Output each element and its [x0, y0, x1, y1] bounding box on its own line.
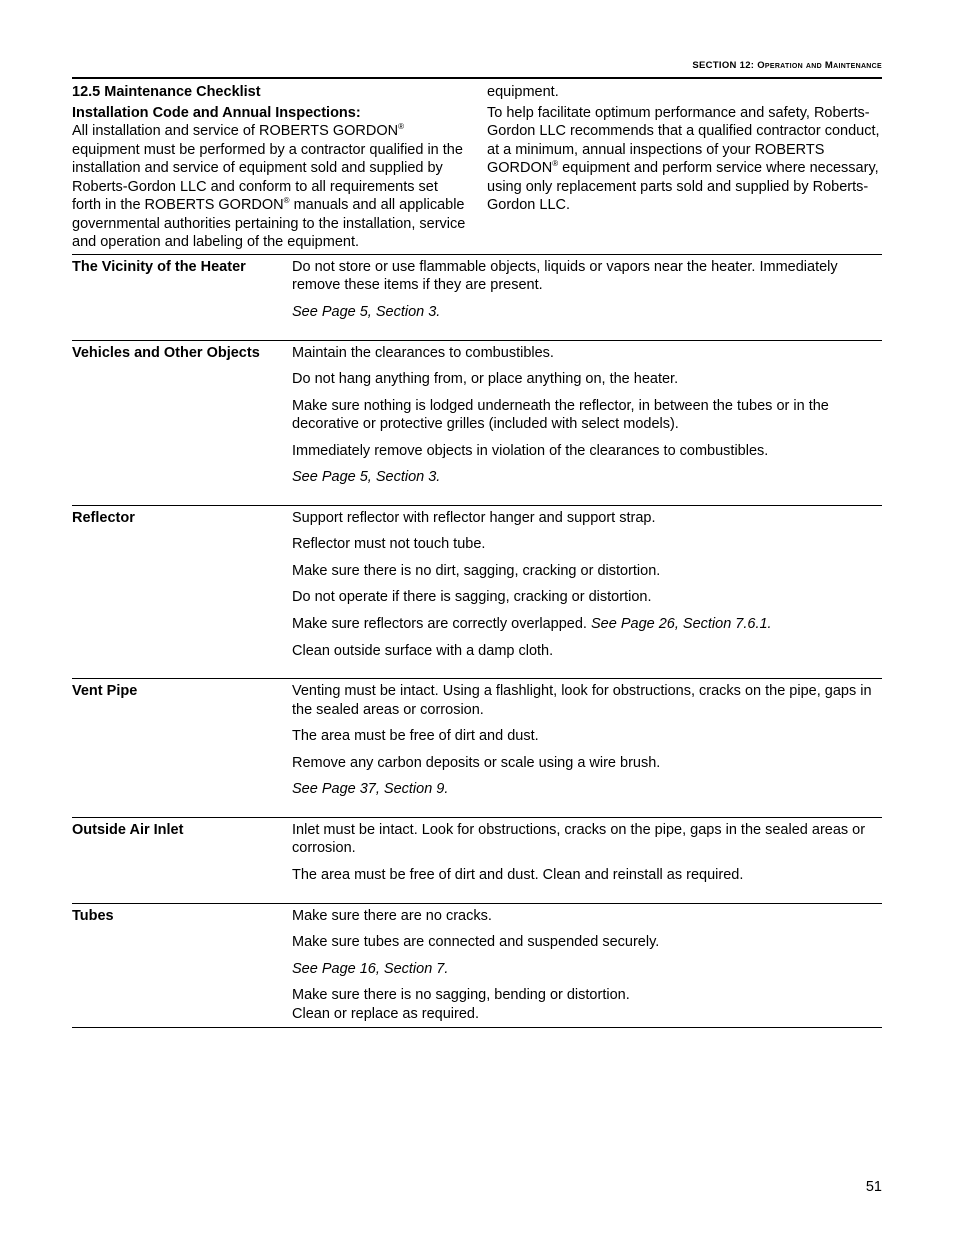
- table-row: The Vicinity of the HeaterDo not store o…: [72, 254, 882, 303]
- checklist-text: Reflector must not touch tube.: [292, 535, 882, 562]
- checklist-label: [72, 986, 292, 1028]
- checklist-label: [72, 754, 292, 781]
- intro-left-column: 12.5 Maintenance Checklist Installation …: [72, 83, 467, 252]
- checklist-label: The Vicinity of the Heater: [72, 254, 292, 303]
- maintenance-checklist-table: The Vicinity of the HeaterDo not store o…: [72, 254, 882, 1028]
- table-row: Remove any carbon deposits or scale usin…: [72, 754, 882, 781]
- checklist-label: [72, 780, 292, 817]
- checklist-body: The Vicinity of the HeaterDo not store o…: [72, 254, 882, 1027]
- checklist-text: See Page 16, Section 7.: [292, 960, 882, 987]
- section-title: 12.5 Maintenance Checklist: [72, 83, 467, 102]
- intro-left-body-1: All installation and service of ROBERTS …: [72, 123, 398, 139]
- registered-mark: ®: [398, 122, 404, 131]
- page-number: 51: [866, 1179, 882, 1195]
- checklist-label: [72, 588, 292, 615]
- checklist-text: The area must be free of dirt and dust.: [292, 727, 882, 754]
- checklist-text: Support reflector with reflector hanger …: [292, 505, 882, 535]
- checklist-label: [72, 535, 292, 562]
- checklist-text: Make sure nothing is lodged underneath t…: [292, 397, 882, 442]
- checklist-label: [72, 442, 292, 469]
- checklist-label: [72, 303, 292, 340]
- table-row: Make sure there is no sagging, bending o…: [72, 986, 882, 1028]
- header-title: Operation and Maintenance: [757, 60, 882, 71]
- checklist-text: Clean outside surface with a damp cloth.: [292, 642, 882, 679]
- checklist-label: [72, 615, 292, 642]
- table-row: The area must be free of dirt and dust.: [72, 727, 882, 754]
- table-row: See Page 5, Section 3.: [72, 468, 882, 505]
- table-row: TubesMake sure there are no cracks.: [72, 903, 882, 933]
- header-rule: [72, 77, 882, 79]
- checklist-text: The area must be free of dirt and dust. …: [292, 866, 882, 903]
- checklist-text: Do not operate if there is sagging, crac…: [292, 588, 882, 615]
- running-header: SECTION 12: Operation and Maintenance: [72, 60, 882, 71]
- header-prefix: SECTION 12:: [692, 60, 757, 71]
- table-row: ReflectorSupport reflector with reflecto…: [72, 505, 882, 535]
- checklist-text: Make sure there is no dirt, sagging, cra…: [292, 562, 882, 589]
- intro-columns: 12.5 Maintenance Checklist Installation …: [72, 83, 882, 252]
- table-row: Make sure nothing is lodged underneath t…: [72, 397, 882, 442]
- checklist-label: [72, 866, 292, 903]
- checklist-text: See Page 5, Section 3.: [292, 303, 882, 340]
- checklist-label: [72, 960, 292, 987]
- table-row: Do not operate if there is sagging, crac…: [72, 588, 882, 615]
- checklist-text: See Page 5, Section 3.: [292, 468, 882, 505]
- checklist-label: Reflector: [72, 505, 292, 535]
- table-row: Reflector must not touch tube.: [72, 535, 882, 562]
- table-row: The area must be free of dirt and dust. …: [72, 866, 882, 903]
- checklist-text: Do not hang anything from, or place anyt…: [292, 370, 882, 397]
- table-row: Vent PipeVenting must be intact. Using a…: [72, 679, 882, 728]
- table-row: Immediately remove objects in violation …: [72, 442, 882, 469]
- checklist-text: Remove any carbon deposits or scale usin…: [292, 754, 882, 781]
- intro-right-column: equipment. To help facilitate optimum pe…: [487, 83, 882, 252]
- table-row: Make sure there is no dirt, sagging, cra…: [72, 562, 882, 589]
- checklist-label: Tubes: [72, 903, 292, 933]
- checklist-label: Vent Pipe: [72, 679, 292, 728]
- checklist-label: Outside Air Inlet: [72, 817, 292, 866]
- checklist-label: [72, 370, 292, 397]
- page-root: SECTION 12: Operation and Maintenance 12…: [0, 0, 954, 1235]
- checklist-text: See Page 37, Section 9.: [292, 780, 882, 817]
- table-row: Make sure reflectors are correctly overl…: [72, 615, 882, 642]
- checklist-text: Do not store or use flammable objects, l…: [292, 254, 882, 303]
- checklist-text: Make sure reflectors are correctly overl…: [292, 615, 882, 642]
- checklist-text: Venting must be intact. Using a flashlig…: [292, 679, 882, 728]
- table-row: Vehicles and Other ObjectsMaintain the c…: [72, 340, 882, 370]
- checklist-text: Maintain the clearances to combustibles.: [292, 340, 882, 370]
- checklist-label: Vehicles and Other Objects: [72, 340, 292, 370]
- checklist-label: [72, 727, 292, 754]
- checklist-text: Inlet must be intact. Look for obstructi…: [292, 817, 882, 866]
- table-row: Make sure tubes are connected and suspen…: [72, 933, 882, 960]
- table-row: See Page 5, Section 3.: [72, 303, 882, 340]
- checklist-text: Make sure there are no cracks.: [292, 903, 882, 933]
- checklist-text: Make sure there is no sagging, bending o…: [292, 986, 882, 1028]
- checklist-label: [72, 562, 292, 589]
- checklist-label: [72, 933, 292, 960]
- checklist-text: Immediately remove objects in violation …: [292, 442, 882, 469]
- intro-subheading: Installation Code and Annual Inspections…: [72, 105, 361, 121]
- table-row: Outside Air InletInlet must be intact. L…: [72, 817, 882, 866]
- table-row: See Page 37, Section 9.: [72, 780, 882, 817]
- table-row: Clean outside surface with a damp cloth.: [72, 642, 882, 679]
- checklist-label: [72, 397, 292, 442]
- checklist-text: Make sure tubes are connected and suspen…: [292, 933, 882, 960]
- table-row: See Page 16, Section 7.: [72, 960, 882, 987]
- checklist-label: [72, 468, 292, 505]
- table-row: Do not hang anything from, or place anyt…: [72, 370, 882, 397]
- checklist-label: [72, 642, 292, 679]
